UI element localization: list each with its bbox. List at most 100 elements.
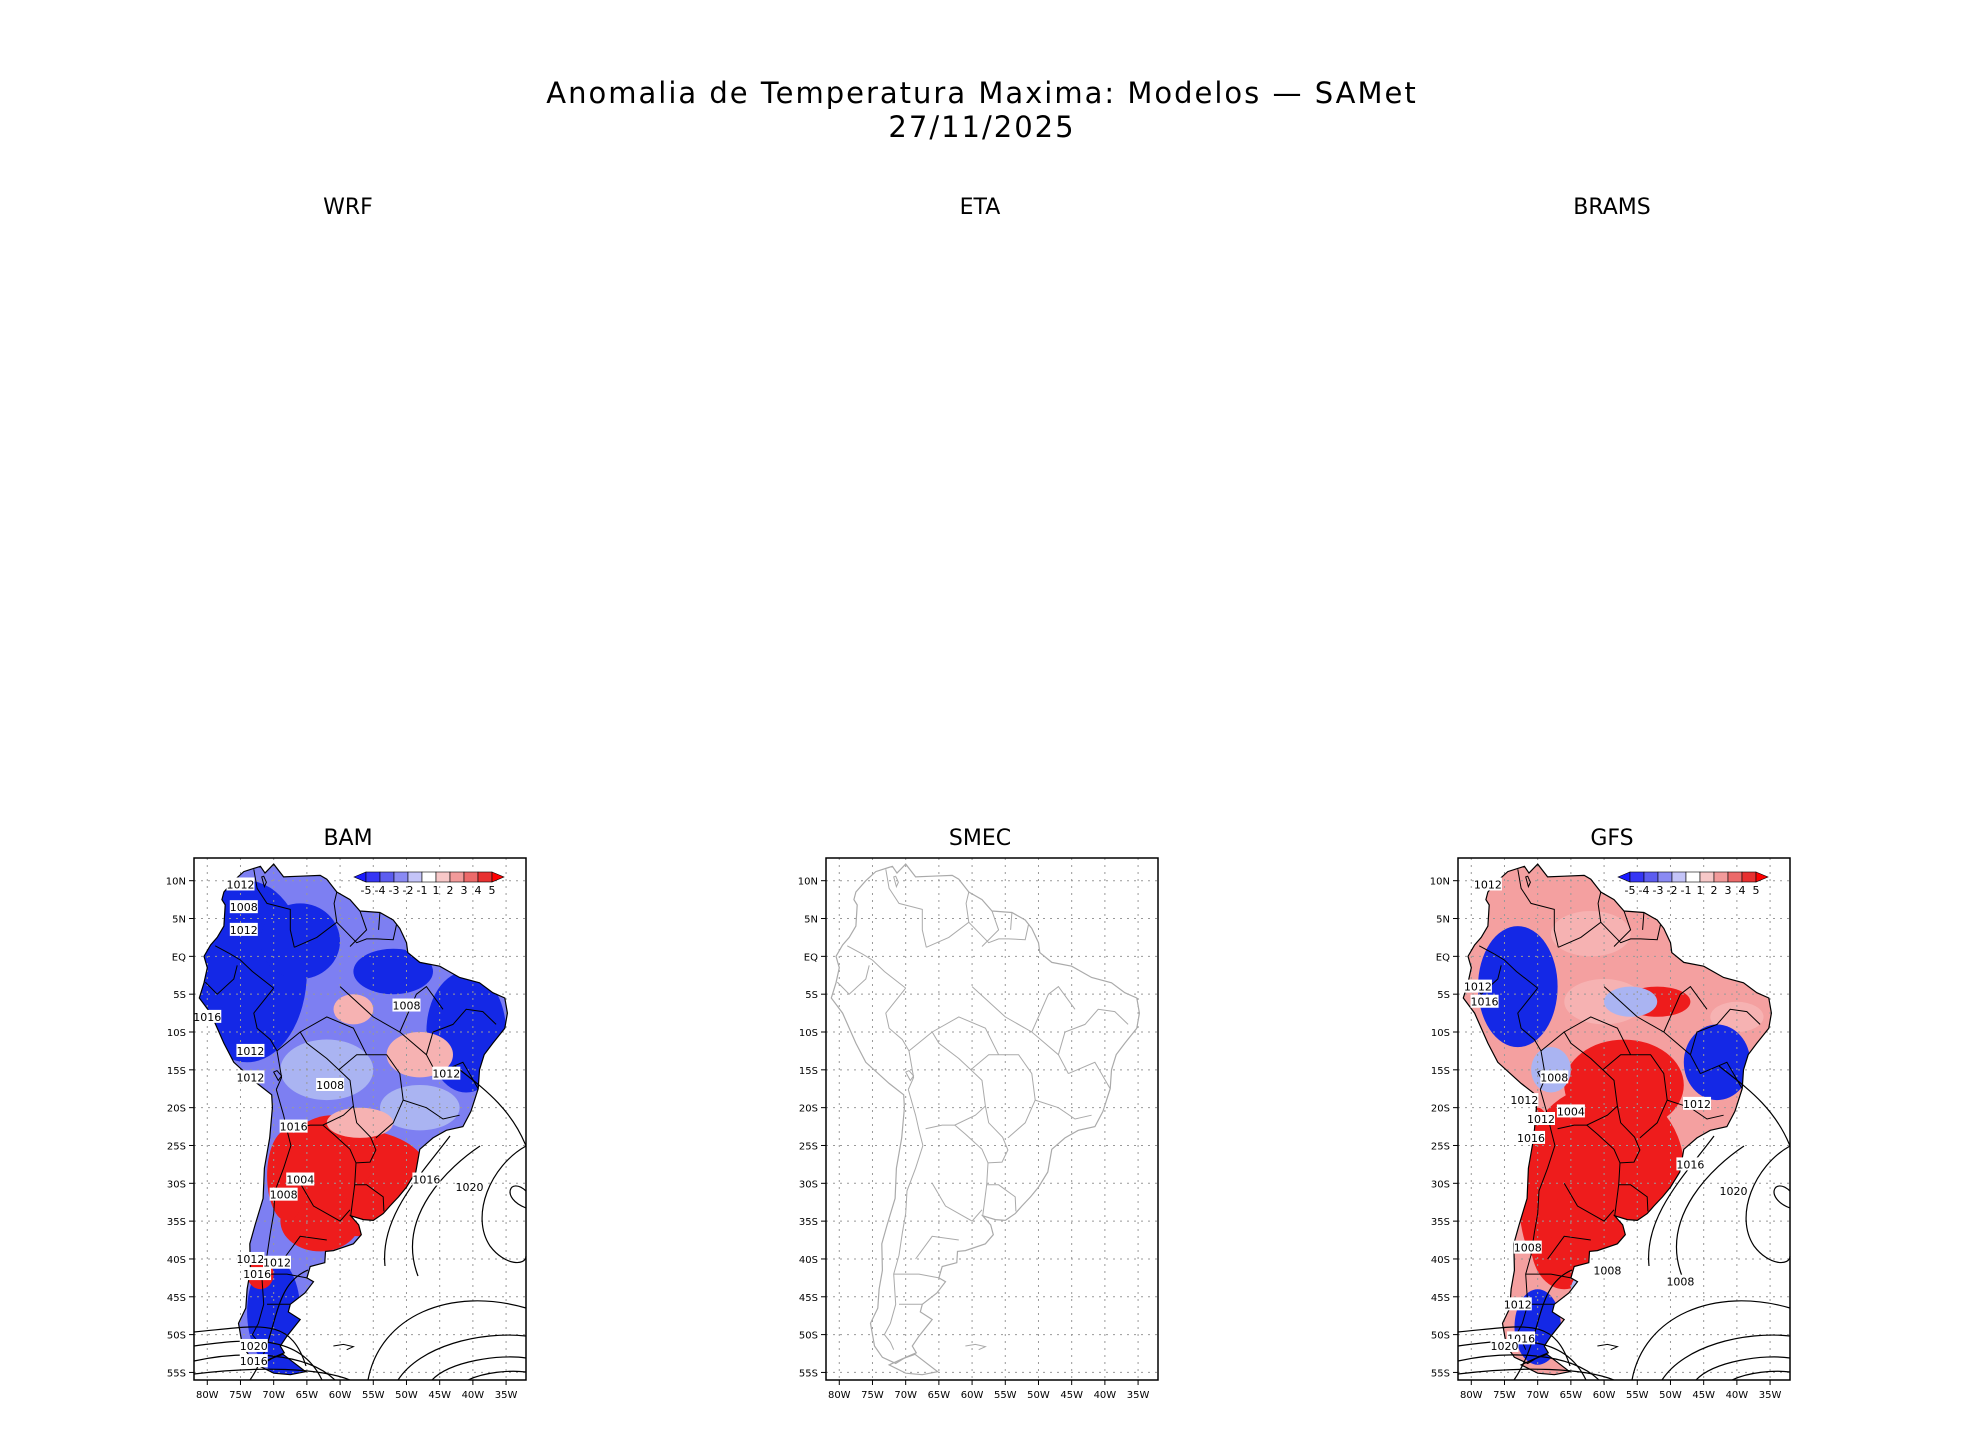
graticule [194,858,526,1380]
contour-label: 1012 [230,924,258,937]
contour-label-bg [1517,1130,1546,1144]
lat-tick-label: 55S [799,1368,818,1379]
colorbar-swatch [435,871,451,883]
contour-label-bg [432,1066,461,1080]
colorbar-label: 5 [1753,884,1760,897]
contour-label-bg [316,1077,345,1091]
colorbar-swatch [407,871,423,883]
colorbar-upper-arrow [1755,871,1769,883]
country-border [986,1162,1017,1212]
warm-anomaly-area [386,1032,453,1078]
lat-tick-label: 20S [167,1104,186,1115]
lat-tick-label: 30S [1431,1179,1450,1190]
country-border [425,1008,497,1055]
country-border [339,986,437,1074]
isobar-line [1718,1065,1791,1147]
lon-tick-label: 65W [1560,1390,1583,1401]
colorbar-label: -3 [389,884,400,897]
axes: 10N 5N EQ 5S 10S 15S 20S 25S 30S 35S 40S 45S 50S 55S 8… [798,877,1150,1401]
contour-label: 1020 [1490,1340,1518,1353]
lake-outline [1525,875,1531,889]
country-border [1602,1054,1668,1139]
panel-title-smec: SMEC [948,826,1012,851]
country-borders [204,869,497,1351]
country-border [336,921,397,944]
smec-map-panel: 10N 5N EQ 5S 10S 15S 20S 25S 30S 35S 40S 45S 50S 55S 8… [798,857,1159,1401]
country-border [1068,1061,1111,1089]
cold-anomaly-area [1683,1024,1751,1101]
isobar-line [384,1135,451,1267]
colorbar-label: -2 [1667,884,1678,897]
lake-outline [261,875,267,889]
isobar-line [397,1334,527,1381]
contour-label-bg [1527,1112,1555,1125]
lat-tick-label: 10N [1430,877,1450,888]
isobar-contours [193,1065,527,1381]
country-border [1540,1031,1618,1130]
lat-tick-label: 50S [167,1331,186,1342]
colorbar-swatch [1685,871,1701,883]
lon-tick-label: 75W [229,1390,252,1401]
geography [830,863,1141,1376]
colorbar-swatch [421,871,437,883]
lat-tick-label: 40S [167,1255,186,1266]
lon-tick-label: 35W [1759,1390,1782,1401]
page-date: 27/11/2025 [888,110,1076,144]
lon-tick-label: 75W [861,1390,884,1401]
isobar-line [1457,1326,1571,1367]
lat-tick-label: 50S [1431,1331,1450,1342]
colorbar-label: 4 [1739,884,1746,897]
map-background [826,858,1158,1380]
cold-anomaly-area [353,948,433,995]
cold-anomaly-area [1604,986,1658,1017]
graticule [826,858,1158,1380]
colorbar: -5 -4 -3 -2 -1 1 2 3 4 5 [353,871,505,897]
contour-label-bg [1510,1093,1539,1107]
coastline-tierra-del-fuego [1519,1353,1572,1376]
country-border [299,1016,368,1055]
country-border [349,910,368,947]
lon-tick-label: 75W [1493,1390,1516,1401]
colorbar-swatch [1657,871,1673,883]
lat-tick-label: 15S [1431,1066,1450,1077]
contour-label-bg [455,1180,484,1194]
contour-label: 1012 [1510,1094,1538,1107]
contour-label-bg [412,1172,441,1186]
isobar-line [1731,1370,1791,1381]
contour-label: 1012 [1504,1298,1532,1311]
country-border [846,945,907,989]
country-border [908,1031,986,1130]
contour-label: 1012 [1527,1113,1555,1126]
colorbar-label: 5 [489,884,496,897]
cold-anomaly-area [260,903,340,979]
contour-label: 1012 [263,1257,291,1270]
colorbar-swatch [365,871,381,883]
contour-label: 1016 [243,1268,271,1281]
contour-label: 1012 [1464,981,1492,994]
country-border [1614,1184,1620,1216]
page-title: Anomalia de Temperatura Maxima: Modelos … [546,76,1418,110]
contour-label-bg [279,1119,308,1133]
country-border [1547,1235,1591,1260]
lat-tick-label: 35S [167,1217,186,1228]
colorbar-label: 3 [461,884,468,897]
lat-tick-label: 10S [1431,1028,1450,1039]
lon-tick-label: 45W [1060,1390,1083,1401]
lon-tick-label: 35W [1127,1390,1150,1401]
country-border [1667,1099,1724,1120]
lat-tick-label: 45S [799,1293,818,1304]
contour-label-bg [1593,1263,1622,1277]
isobar-line [1745,1145,1791,1264]
country-border [214,945,275,989]
country-border [883,1089,924,1350]
isobar-line [1631,1300,1791,1381]
country-border [276,1031,354,1130]
country-border [915,1235,959,1260]
panel-title-gfs: GFS [1590,826,1634,851]
contour-label: 1008 [270,1189,298,1202]
lon-tick-label: 60W [329,1390,352,1401]
contour-label-bg [236,1043,265,1057]
map-frame [1457,857,1791,1381]
lon-tick-label: 55W [1626,1390,1649,1401]
colorbar-swatch [1727,871,1743,883]
